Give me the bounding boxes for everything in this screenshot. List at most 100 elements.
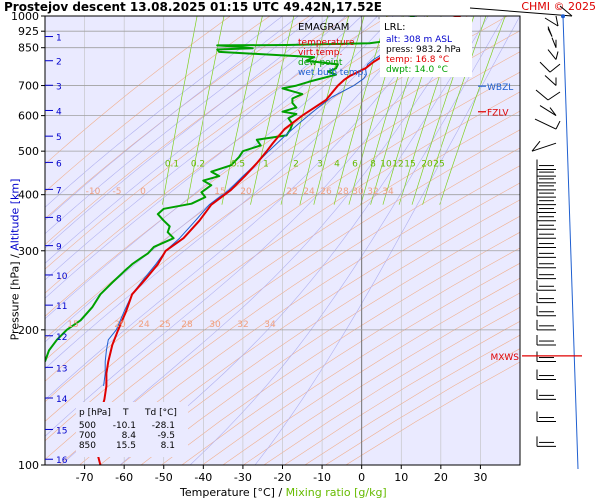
grid-line-labels: 15 20 24 25 28 30 32 34-10 -5 0 15 20 22 24 26 28 30 32 34… [67, 160, 444, 330]
wind-barb-flag [469, 7, 573, 17]
legend-item-wet-bulb: wet bulb temp. [298, 68, 366, 78]
mixing-ratio-label: 4 [334, 160, 340, 170]
pressure-tick-label: 400 [18, 189, 39, 202]
altitude-tick-label: 4 [56, 107, 62, 117]
wind-barb-shaft [551, 37, 557, 48]
dry-adiabat-line [202, 262, 520, 465]
mixing-ratio-line [313, 16, 365, 205]
mixing-ratio-label: 0.5 [231, 160, 245, 170]
wind-barb-flag [547, 28, 553, 37]
wind-barb-shaft [559, 5, 573, 17]
pressure-tick-label: 700 [18, 80, 39, 93]
moist-adiabat-label: 28 [337, 187, 349, 197]
x-axis-label-mixing-ratio: Mixing ratio [g/kg] [285, 486, 387, 499]
lrl-altitude: alt: 308 m ASL [386, 35, 452, 45]
legend-item-dew-point: dew point [298, 58, 343, 68]
mixing-ratio-label: 6 [352, 160, 358, 170]
y-axis-label-altitude: Altitude [km] [8, 178, 22, 251]
credit-text: CHMI © 2025 [521, 0, 596, 13]
altitude-tick-label: 9 [56, 243, 62, 253]
dry-adiabat-line [120, 199, 520, 465]
temperature-tick-label: -30 [234, 471, 252, 484]
moist-adiabat-label: 0 [140, 187, 146, 197]
level-table: p [hPa] T Td [°C] 500 -10.1 -28.1 700 8.4 -9.… [76, 402, 188, 457]
altitude-tick-label: 1 [56, 34, 62, 44]
altitude-tick-label: 2 [56, 58, 62, 68]
lrl-pressure: press: 983.2 hPa [386, 45, 461, 55]
wind-barb-shaft [539, 105, 557, 117]
dry-adiabat-label: 25 [159, 320, 170, 330]
dry-adiabat-label: 32 [237, 320, 248, 330]
level-table-pressure: 850 [79, 441, 96, 451]
mxws-marker-label: MXWS [490, 353, 519, 363]
legend-item-temperature: temperature [298, 38, 355, 48]
wind-barb-shaft [547, 49, 557, 60]
altitude-tick-label: 10 [56, 272, 68, 282]
temperature-tick-label: -50 [155, 471, 173, 484]
mixing-ratio-label: 12 [392, 160, 403, 170]
x-axis-label-temperature: Temperature [°C] [180, 486, 275, 499]
legend-item-virt-temp: virt.temp. [298, 48, 342, 58]
moist-adiabat-label: 20 [240, 187, 252, 197]
x-axis-label-separator: / [278, 486, 283, 499]
y-axis-label-separator: / [8, 254, 22, 258]
mixing-ratio-label: 3 [317, 160, 323, 170]
pressure-tick-label: 850 [18, 42, 39, 55]
moist-adiabat-label: 34 [382, 187, 394, 197]
dry-adiabat-line [45, 91, 520, 422]
wind-barb-shaft [534, 118, 557, 130]
pressure-tick-label: 100 [18, 459, 39, 472]
dry-adiabat-line [45, 110, 520, 442]
moist-adiabat-label: 22 [286, 187, 297, 197]
mixing-ratio-line [221, 16, 263, 205]
surface-wind-line [562, 16, 579, 470]
altitude-tick-label: 12 [56, 333, 67, 343]
emagram-legend: EMAGRAM temperature virt.temp. dew point… [298, 22, 366, 78]
temperature-tick-label: 20 [434, 471, 448, 484]
level-table-dewpoint: 8.1 [161, 441, 175, 451]
mixing-ratio-label: 1 [263, 160, 269, 170]
pressure-tick-label: 300 [18, 245, 39, 258]
level-table-header-t: T [122, 408, 129, 418]
dry-adiabat-line [58, 147, 520, 465]
lrl-box: LRL: alt: 308 m ASL press: 983.2 hPa tem… [380, 17, 472, 77]
mixing-ratio-label: 10 [380, 160, 392, 170]
altitude-tick-label: 8 [56, 214, 62, 224]
legend-title: EMAGRAM [298, 22, 349, 33]
level-table-header-td: Td [°C] [144, 408, 177, 418]
mixing-ratio-label: 25 [433, 160, 444, 170]
level-table-header-p: p [hPa] [79, 408, 111, 418]
pressure-tick-label: 600 [18, 110, 39, 123]
wind-barb-shaft [539, 61, 551, 73]
level-markers: MXWS FZLV WBZL [478, 83, 582, 363]
pressure-tick-label: 1000 [11, 10, 39, 23]
level-table-temperature: -10.1 [113, 421, 136, 431]
lrl-temperature: temp: 16.8 °C [386, 55, 449, 65]
wind-barb-flag [555, 120, 561, 130]
dry-adiabat-label: 24 [138, 320, 150, 330]
altitude-tick-label: 7 [56, 186, 62, 196]
moist-adiabat-label: 26 [320, 187, 332, 197]
mixing-ratio-label: 15 [404, 160, 415, 170]
fzlv-marker-label: FZLV [487, 109, 509, 119]
level-table-temperature: 8.4 [122, 431, 137, 441]
moist-adiabat-label: -10 [86, 187, 101, 197]
moist-adiabat-label: 24 [303, 187, 315, 197]
dry-adiabat-line [45, 71, 520, 403]
dry-adiabat-label: 34 [264, 320, 276, 330]
dry-adiabat-label: 28 [181, 320, 193, 330]
mixing-ratio-label: 8 [370, 160, 376, 170]
temperature-tick-label: -40 [194, 471, 212, 484]
mixing-ratio-line [186, 16, 225, 205]
y-axis-label-pressure: Pressure [hPa] [8, 261, 22, 341]
dry-adiabat-line [161, 231, 520, 465]
mixing-ratio-line [299, 16, 350, 205]
moist-adiabat-label: 30 [352, 187, 364, 197]
mixing-ratio-label: 20 [421, 160, 433, 170]
dry-adiabat-label: 20 [114, 320, 126, 330]
altitude-tick-label: 6 [56, 159, 62, 169]
wind-barb-shaft [535, 89, 549, 101]
dry-adiabat-line [45, 129, 520, 460]
